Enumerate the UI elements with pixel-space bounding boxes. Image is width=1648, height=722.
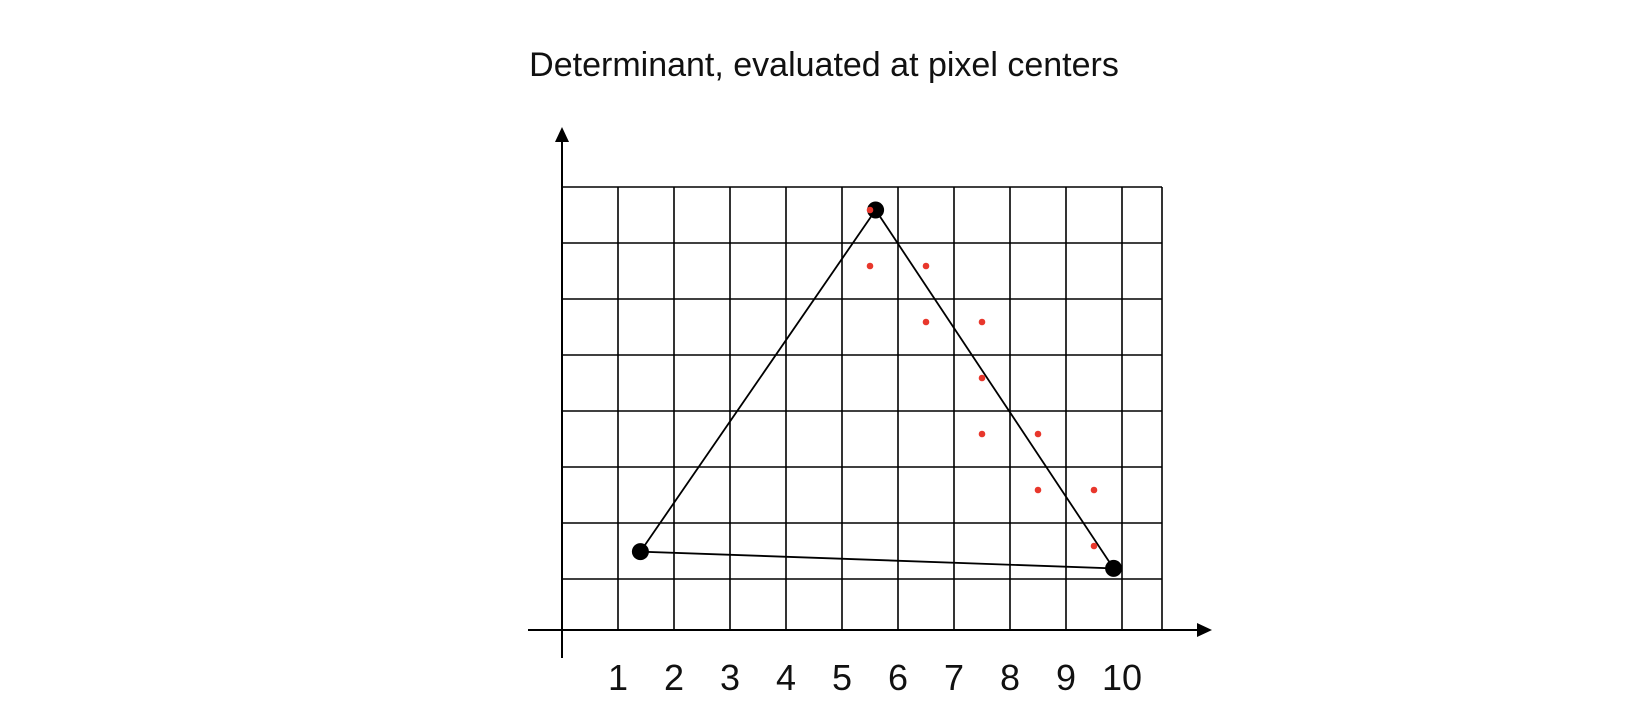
pixel-center-point [978,318,986,326]
x-tick-label: 8 [1000,657,1020,698]
triangle-edges [638,208,1116,570]
pixel-center-point [978,374,986,382]
pixel-grid [562,186,1163,630]
evaluated-points [866,206,1098,550]
x-tick-label: 5 [832,657,852,698]
x-tick-label: 1 [608,657,628,698]
x-tick-label: 10 [1102,657,1142,698]
pixel-center-point [1090,486,1098,494]
pixel-center-point [922,318,930,326]
x-tick-label: 6 [888,657,908,698]
pixel-center-point [978,430,986,438]
triangle-vertex-bottom-left [631,543,649,561]
triangle-vertex-top [867,201,885,219]
x-tick-label: 3 [720,657,740,698]
axes [528,127,1212,658]
pixel-center-point [1090,542,1098,550]
triangle-vertex-bottom-right [1105,559,1123,577]
pixel-center-point [1034,430,1042,438]
diagram-title: Determinant, evaluated at pixel centers [529,46,1119,84]
x-tick-label: 9 [1056,657,1076,698]
pixel-center-point [922,262,930,270]
y-axis-arrow-icon [555,127,569,142]
pixel-center-point [1034,486,1042,494]
x-axis-arrow-icon [1197,623,1212,637]
x-tick-label: 4 [776,657,796,698]
triangle [631,201,1123,577]
x-tick-label: 7 [944,657,964,698]
x-tick-labels: 1 2 3 4 5 6 7 8 9 10 [608,657,1142,698]
pixel-center-point [866,206,874,214]
x-tick-label: 2 [664,657,684,698]
pixel-center-point [866,262,874,270]
